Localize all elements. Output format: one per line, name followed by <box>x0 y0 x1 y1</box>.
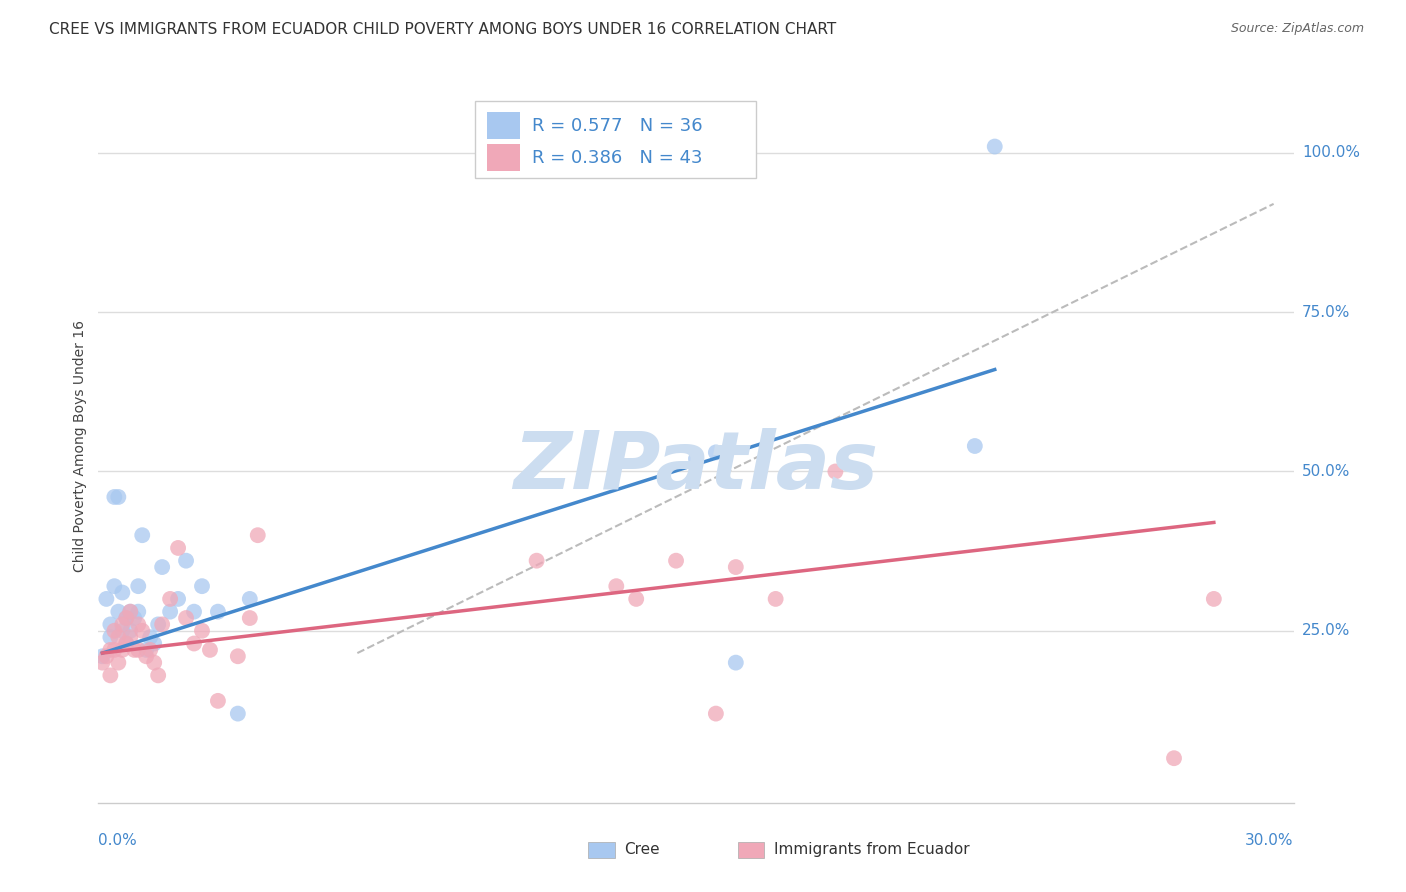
Text: R = 0.386   N = 43: R = 0.386 N = 43 <box>533 149 703 167</box>
Point <box>239 611 262 625</box>
Point <box>626 591 648 606</box>
Point <box>103 579 125 593</box>
Point <box>139 630 162 644</box>
Text: Cree: Cree <box>624 842 659 857</box>
Point <box>150 617 173 632</box>
FancyBboxPatch shape <box>475 102 756 178</box>
Point <box>765 591 787 606</box>
Point <box>135 643 157 657</box>
Point <box>174 554 197 568</box>
Point <box>103 624 125 638</box>
Point <box>246 528 269 542</box>
Point <box>174 611 197 625</box>
Text: Source: ZipAtlas.com: Source: ZipAtlas.com <box>1230 22 1364 36</box>
Text: 50.0%: 50.0% <box>1302 464 1350 479</box>
Point <box>148 617 170 632</box>
Point <box>115 636 138 650</box>
Point <box>207 605 229 619</box>
Point <box>207 694 229 708</box>
Point <box>124 611 146 625</box>
Text: R = 0.577   N = 36: R = 0.577 N = 36 <box>533 117 703 135</box>
Point <box>150 560 173 574</box>
Point <box>605 579 627 593</box>
Point <box>120 630 142 644</box>
Point <box>120 624 142 638</box>
Point <box>127 579 149 593</box>
Point <box>159 605 181 619</box>
Point <box>226 706 249 721</box>
Point <box>111 585 134 599</box>
Text: 25.0%: 25.0% <box>1302 624 1350 639</box>
Point <box>148 668 170 682</box>
Point <box>103 643 125 657</box>
Point <box>131 624 153 638</box>
Point <box>91 656 114 670</box>
Point <box>1163 751 1185 765</box>
Point <box>103 490 125 504</box>
Point <box>98 630 122 644</box>
Text: Immigrants from Ecuador: Immigrants from Ecuador <box>773 842 969 857</box>
Point <box>239 591 262 606</box>
Point <box>96 591 118 606</box>
Point <box>139 643 162 657</box>
Point <box>143 636 166 650</box>
Point <box>167 541 190 555</box>
Text: CREE VS IMMIGRANTS FROM ECUADOR CHILD POVERTY AMONG BOYS UNDER 16 CORRELATION CH: CREE VS IMMIGRANTS FROM ECUADOR CHILD PO… <box>49 22 837 37</box>
Bar <box>589 842 614 858</box>
Text: 100.0%: 100.0% <box>1302 145 1360 161</box>
Bar <box>486 112 520 139</box>
Point <box>984 139 1007 153</box>
Point <box>107 630 129 644</box>
Y-axis label: Child Poverty Among Boys Under 16: Child Poverty Among Boys Under 16 <box>73 320 87 572</box>
Point <box>98 643 122 657</box>
Point <box>183 636 205 650</box>
Point <box>665 554 688 568</box>
Point <box>111 617 134 632</box>
Point <box>135 649 157 664</box>
Point <box>963 439 986 453</box>
Bar <box>738 842 763 858</box>
Point <box>98 617 122 632</box>
Point <box>111 643 134 657</box>
Point <box>724 560 747 574</box>
Point <box>91 649 114 664</box>
Text: ZIPatlas: ZIPatlas <box>513 428 879 507</box>
Point <box>96 649 118 664</box>
Point <box>1202 591 1225 606</box>
Text: 0.0%: 0.0% <box>98 833 138 848</box>
Point <box>226 649 249 664</box>
Text: 30.0%: 30.0% <box>1246 833 1294 848</box>
Point <box>115 611 138 625</box>
Point <box>120 605 142 619</box>
Point <box>115 611 138 625</box>
Point <box>191 624 214 638</box>
Point <box>724 656 747 670</box>
Point <box>98 668 122 682</box>
Point <box>107 656 129 670</box>
Point <box>159 591 181 606</box>
Point <box>704 445 727 459</box>
Point <box>824 465 846 479</box>
Point <box>704 706 727 721</box>
Point <box>526 554 548 568</box>
Point <box>127 617 149 632</box>
Point <box>107 605 129 619</box>
Point <box>111 624 134 638</box>
Point <box>120 605 142 619</box>
Point <box>115 636 138 650</box>
Point <box>191 579 214 593</box>
Point <box>131 528 153 542</box>
Point <box>198 643 221 657</box>
Point <box>685 451 707 466</box>
Point <box>107 490 129 504</box>
Point <box>127 643 149 657</box>
Point <box>183 605 205 619</box>
Point <box>167 591 190 606</box>
Point <box>143 656 166 670</box>
Bar <box>486 145 520 171</box>
Point <box>124 643 146 657</box>
Point <box>127 605 149 619</box>
Text: 75.0%: 75.0% <box>1302 305 1350 319</box>
